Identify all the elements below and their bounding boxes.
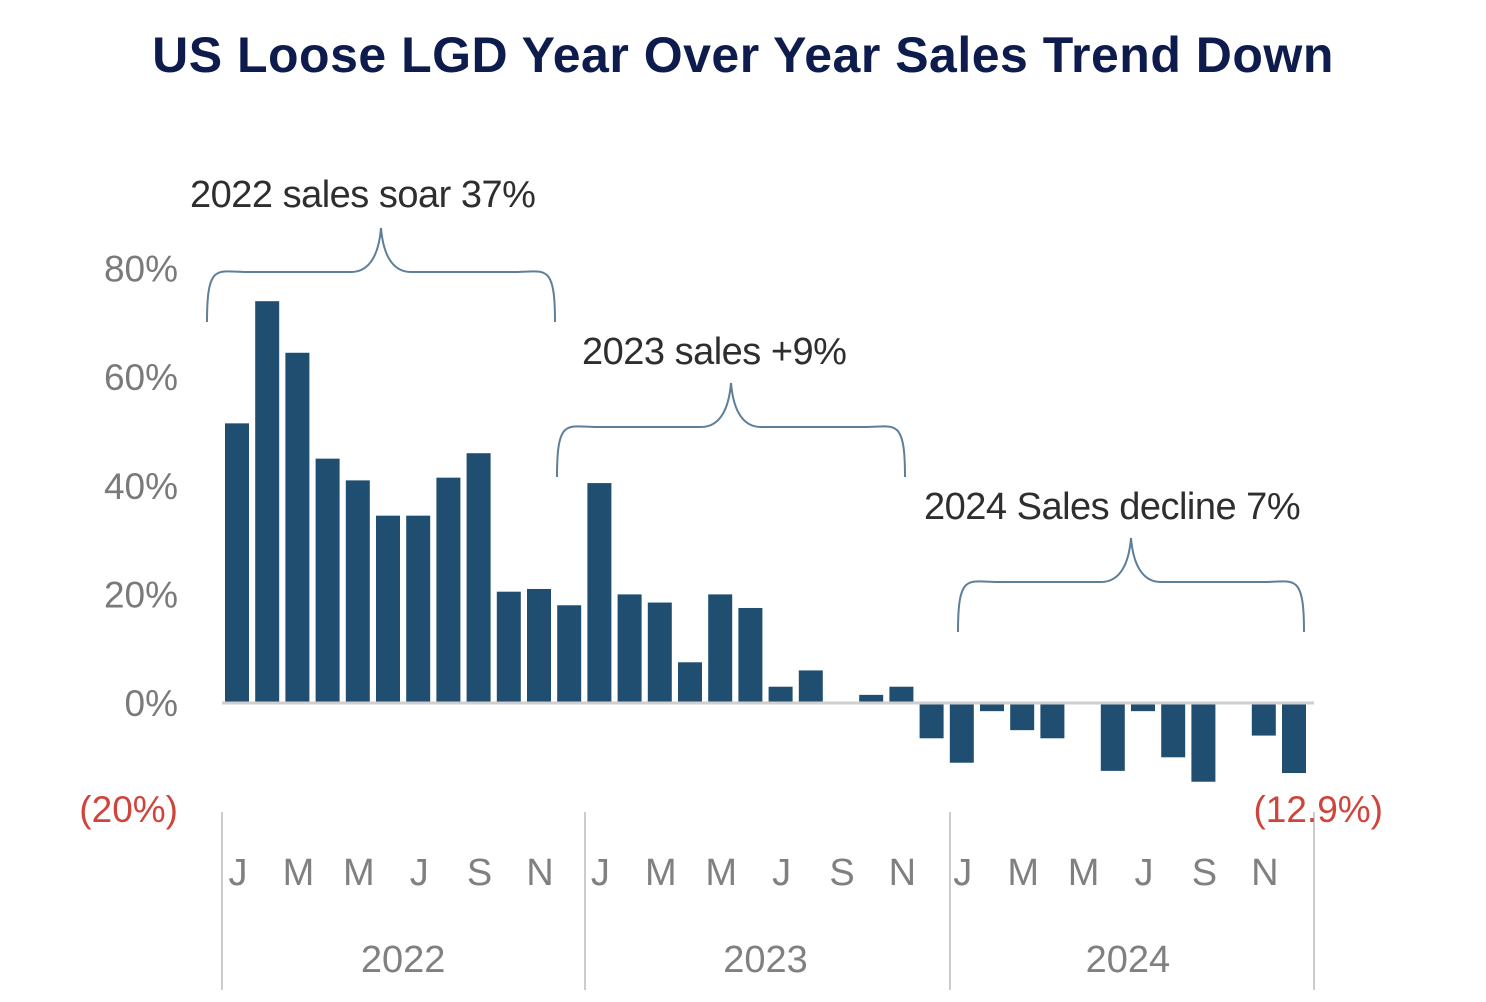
bar (1010, 703, 1035, 731)
bar (859, 694, 884, 703)
bar (527, 588, 551, 703)
x-tick-label: M (1068, 852, 1100, 894)
year-label: 2022 (361, 939, 446, 981)
annotation-brace (556, 382, 906, 478)
annotation-label: 2022 sales soar 37% (190, 174, 535, 216)
x-tick-label: M (1007, 852, 1039, 894)
x-tick-label: J (772, 852, 791, 894)
bar (647, 602, 672, 703)
annotation-label: 2024 Sales decline 7% (924, 486, 1300, 528)
bar (436, 477, 461, 703)
x-tick-label: S (829, 852, 854, 894)
y-tick-label: 0% (125, 683, 178, 724)
bar (949, 703, 974, 763)
bar (1161, 703, 1186, 758)
x-tick-label: J (1135, 852, 1154, 894)
bar (708, 594, 733, 703)
bar (466, 453, 491, 703)
bar (557, 605, 582, 703)
x-tick-label: J (591, 852, 610, 894)
x-tick-label: J (953, 852, 972, 894)
x-tick-label: M (705, 852, 737, 894)
x-tick-label: J (410, 852, 429, 894)
x-tick-label: N (889, 852, 916, 894)
bar (1131, 703, 1155, 712)
year-label: 2023 (723, 939, 808, 981)
y-tick-label: 60% (104, 357, 178, 398)
bar (587, 483, 612, 703)
bar (798, 670, 823, 703)
bar (255, 301, 280, 703)
bar (980, 703, 1004, 712)
bar (406, 515, 431, 703)
annotation-label: 2023 sales +9% (582, 331, 846, 373)
bar (617, 594, 642, 703)
y-tick-label: 40% (104, 466, 178, 507)
bar (919, 703, 944, 739)
bar (285, 352, 310, 703)
annotation-brace (957, 537, 1305, 633)
bar (376, 515, 400, 703)
x-tick-label: M (343, 852, 375, 894)
bar (678, 662, 702, 703)
bar (1100, 703, 1125, 771)
y-tick-label: 80% (104, 249, 178, 290)
x-tick-label: N (526, 852, 553, 894)
chart-title: US Loose LGD Year Over Year Sales Trend … (152, 27, 1334, 83)
y-tick-label: (20%) (79, 789, 178, 830)
bar (889, 686, 914, 703)
bar (738, 607, 763, 703)
bar (315, 458, 340, 703)
x-tick-label: S (1192, 852, 1217, 894)
bar (496, 591, 521, 703)
x-tick-label: M (283, 852, 315, 894)
x-tick-label: M (645, 852, 677, 894)
last-value-label: (12.9%) (1253, 789, 1383, 830)
bar (1282, 703, 1306, 774)
bar (1251, 703, 1276, 736)
bar (345, 480, 370, 703)
x-tick-label: N (1251, 852, 1278, 894)
bar (225, 423, 249, 703)
bar (1040, 703, 1065, 739)
x-tick-label: J (229, 852, 248, 894)
x-tick-label: S (467, 852, 492, 894)
annotation-brace (206, 227, 556, 323)
year-label: 2024 (1086, 939, 1171, 981)
bar (768, 686, 793, 703)
bar (1191, 703, 1216, 782)
y-tick-label: 20% (104, 574, 178, 615)
